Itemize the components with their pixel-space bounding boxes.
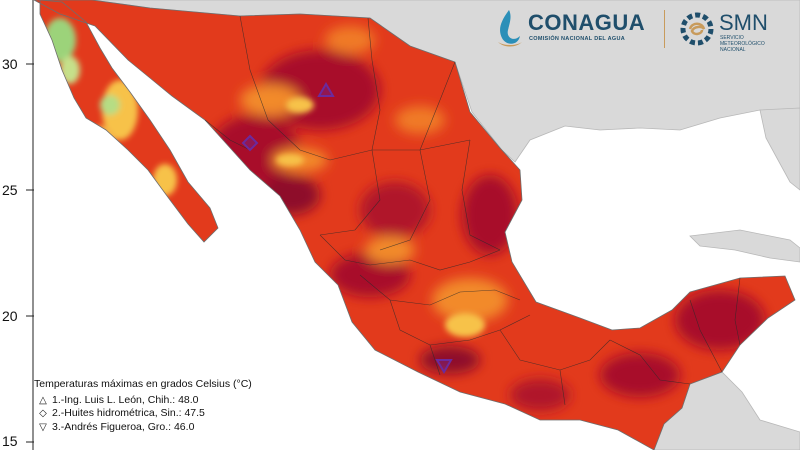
smn-subtitle-line: SERVICIO — [720, 35, 744, 41]
marker-diamond — [241, 134, 259, 152]
y-tick-label: 30 — [2, 56, 18, 72]
legend-item-text: 3.-Andrés Figueroa, Gro.: 46.0 — [52, 420, 195, 433]
y-tick-label: 15 — [2, 433, 18, 449]
legend-item-text: 2.-Huites hidrométrica, Sin.: 47.5 — [52, 407, 205, 419]
y-tick-label: 20 — [2, 308, 18, 324]
legend-item: ◇ 2.-Huites hidrométrica, Sin.: 47.5 — [34, 407, 294, 421]
cuba-island — [689, 229, 800, 263]
agency-logos: CONAGUA COMISIÓN NACIONAL DEL AGUA SMN S… — [488, 4, 800, 54]
y-axis-ticks — [26, 0, 34, 450]
logo-divider — [664, 10, 665, 48]
legend-item-text: 1.-Ing. Luis L. León, Chih.: 48.0 — [52, 393, 199, 406]
legend-item: ▽ 3.-Andrés Figueroa, Gro.: 46.0 — [34, 421, 294, 435]
triangle-up-icon: △ — [39, 394, 47, 406]
diamond-icon: ◇ — [39, 408, 47, 419]
marker-triangle-up — [317, 82, 335, 97]
smn-subtitle-line: METEOROLÓGICO — [720, 41, 765, 47]
state-boundaries — [204, 15, 741, 406]
smn-subtitle-line: NACIONAL — [720, 47, 746, 53]
smn-name: SMN — [719, 10, 768, 35]
legend-title: Temperaturas máximas en grados Celsius (… — [34, 378, 252, 390]
y-tick-label: 25 — [2, 182, 18, 198]
triangle-down-icon: ▽ — [39, 421, 47, 433]
conagua-name: CONAGUA — [528, 10, 646, 35]
florida-land — [759, 107, 800, 191]
station-markers — [241, 82, 453, 374]
marker-triangle-down — [435, 359, 453, 374]
smn-logo-icon — [680, 12, 714, 46]
conagua-subtitle: COMISIÓN NACIONAL DEL AGUA — [529, 36, 626, 42]
legend-item: △ 1.-Ing. Luis L. León, Chih.: 48.0 — [34, 394, 294, 408]
conagua-logo-icon — [498, 10, 522, 47]
map-legend: Temperaturas máximas en grados Celsius (… — [34, 378, 294, 434]
